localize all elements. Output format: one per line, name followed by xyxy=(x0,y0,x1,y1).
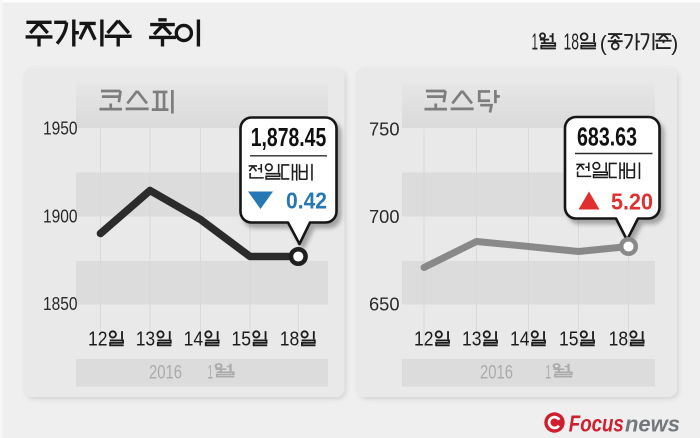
svg-text:5.20: 5.20 xyxy=(611,189,653,215)
svg-text:0.42: 0.42 xyxy=(286,188,327,214)
svg-text:): ) xyxy=(671,33,678,56)
svg-text:14: 14 xyxy=(184,328,204,351)
svg-text:Focus: Focus xyxy=(569,411,624,437)
svg-text:683.63: 683.63 xyxy=(577,122,637,152)
svg-text:1950: 1950 xyxy=(43,119,78,139)
svg-text:1: 1 xyxy=(546,363,552,384)
svg-text:12: 12 xyxy=(414,328,434,351)
svg-text:18: 18 xyxy=(609,328,629,351)
svg-text:14: 14 xyxy=(510,328,530,351)
svg-text:1,878.45: 1,878.45 xyxy=(251,122,327,152)
svg-text:1: 1 xyxy=(532,29,539,55)
svg-text:13: 13 xyxy=(462,328,482,351)
svg-text:2016: 2016 xyxy=(149,363,182,384)
svg-text:650: 650 xyxy=(369,294,400,314)
svg-text:(: ( xyxy=(600,33,607,56)
svg-text:18: 18 xyxy=(280,328,300,351)
svg-text:news: news xyxy=(625,412,680,437)
svg-text:15: 15 xyxy=(559,328,579,351)
svg-text:12: 12 xyxy=(88,328,108,351)
svg-text:2016: 2016 xyxy=(480,363,513,384)
svg-text:700: 700 xyxy=(369,207,400,227)
svg-text:13: 13 xyxy=(136,328,156,351)
svg-text:1850: 1850 xyxy=(43,294,78,314)
svg-text:18: 18 xyxy=(564,29,580,55)
svg-text:1: 1 xyxy=(208,363,214,384)
svg-text:15: 15 xyxy=(232,328,252,351)
svg-text:750: 750 xyxy=(369,119,400,139)
svg-text:1900: 1900 xyxy=(43,206,78,226)
